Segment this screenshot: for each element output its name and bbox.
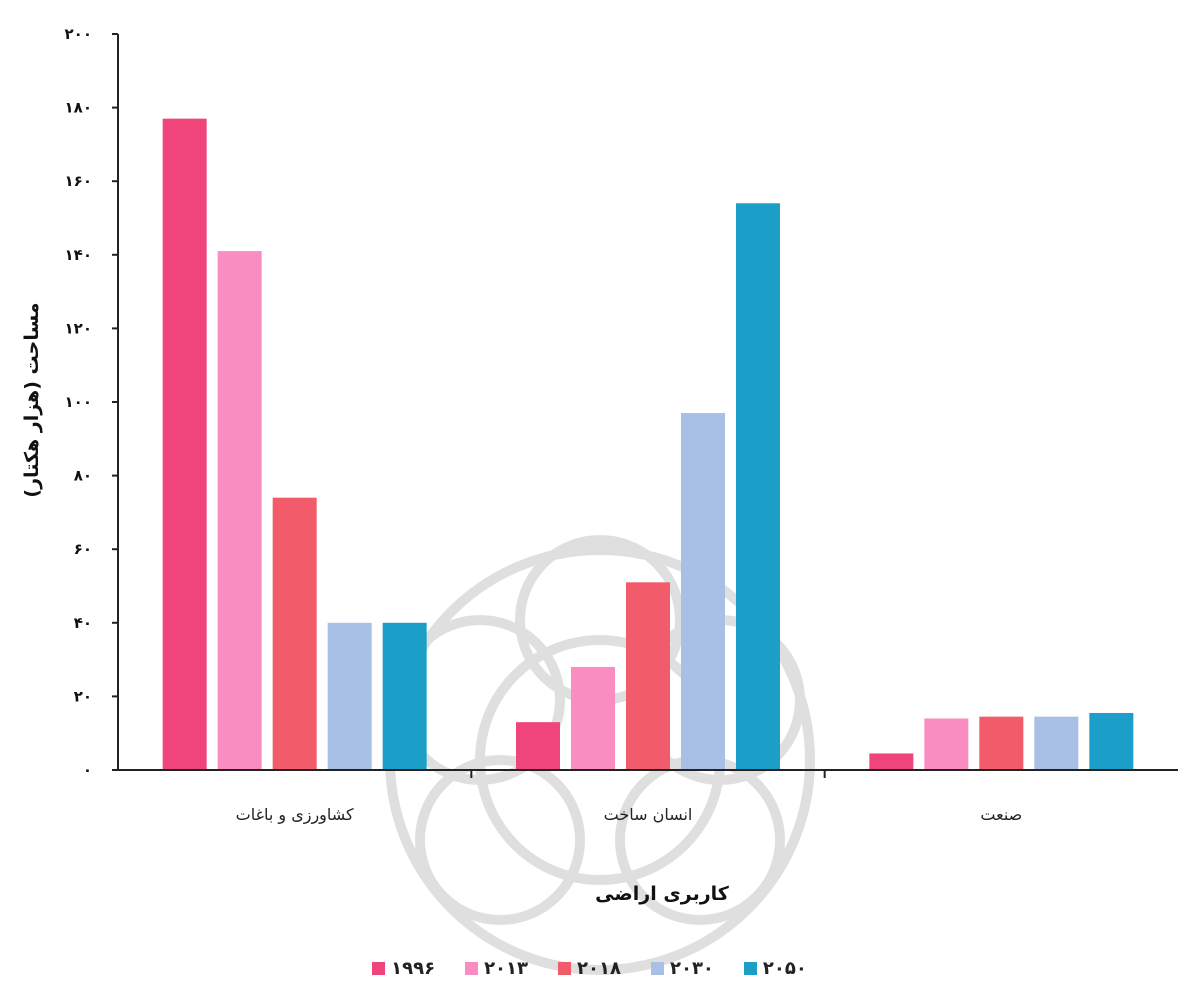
bar (382, 622, 427, 770)
bar (217, 251, 262, 770)
legend-item: ۲۰۳۰ (650, 958, 714, 979)
legend-item: ۲۰۱۸ (558, 958, 621, 979)
bar (516, 722, 560, 770)
bar (681, 413, 725, 770)
bar (1089, 712, 1134, 770)
legend-swatch (650, 962, 664, 975)
bar (327, 622, 372, 770)
y-tick-label: ۱۸۰ (65, 99, 92, 117)
y-axis-title: مساحت (هزار هکتار) (21, 302, 43, 497)
bar (869, 753, 914, 770)
legend-swatch (465, 962, 479, 975)
legend-item: ۲۰۱۳ (465, 958, 528, 979)
bar (924, 718, 969, 770)
legend-label: ۲۰۱۳ (484, 958, 529, 979)
y-tick-label: ۱۴۰ (65, 246, 92, 264)
x-category-label: انسان ساخت (604, 805, 693, 824)
legend-item: ۱۹۹۶ (372, 958, 435, 979)
y-tick-label: ۱۲۰ (65, 319, 92, 337)
legend-label: ۲۰۱۸ (577, 958, 621, 979)
legend-label: ۲۰۵۰ (762, 958, 807, 979)
y-tick-label: ۰ (83, 761, 92, 779)
bar (626, 582, 670, 770)
x-category-labels: کشاورزی و باغات انسان ساخت صنعت (236, 805, 1023, 825)
y-tick-labels: ۰ ۲۰ ۴۰ ۶۰ ۸۰ ۱۰۰ ۱۲۰ ۱۴۰ ۱۶۰ ۱۸۰ ۲۰۰ (65, 25, 92, 779)
y-tick-label: ۲۰ (74, 687, 92, 705)
legend-label: ۲۰۳۰ (669, 958, 714, 979)
y-tick-label: ۶۰ (74, 540, 92, 558)
legend-swatch (743, 962, 757, 975)
y-tick-label: ۱۶۰ (65, 172, 92, 190)
x-category-label: کشاورزی و باغات (236, 805, 354, 825)
legend: ۱۹۹۶ ۲۰۱۳ ۲۰۱۸ ۲۰۳۰ ۲۰۵۰ (0, 958, 1179, 979)
x-category-label: صنعت (980, 805, 1022, 824)
bars-layer (162, 118, 1134, 770)
legend-swatch (558, 962, 572, 975)
bar (162, 118, 207, 770)
bar (979, 716, 1024, 770)
bar (736, 203, 780, 770)
legend-swatch (372, 962, 386, 975)
y-tick-label: ۱۰۰ (65, 393, 92, 411)
axes-layer (112, 33, 1178, 778)
legend-label: ۱۹۹۶ (391, 958, 436, 979)
y-tick-label: ۸۰ (74, 467, 92, 485)
bar (272, 497, 317, 770)
y-tick-label: ۴۰ (74, 614, 92, 632)
legend-item: ۲۰۵۰ (743, 958, 807, 979)
bar (1034, 716, 1079, 770)
bar (571, 666, 615, 770)
y-tick-label: ۲۰۰ (65, 25, 92, 43)
x-axis-title: کاربری اراضی (595, 883, 730, 905)
